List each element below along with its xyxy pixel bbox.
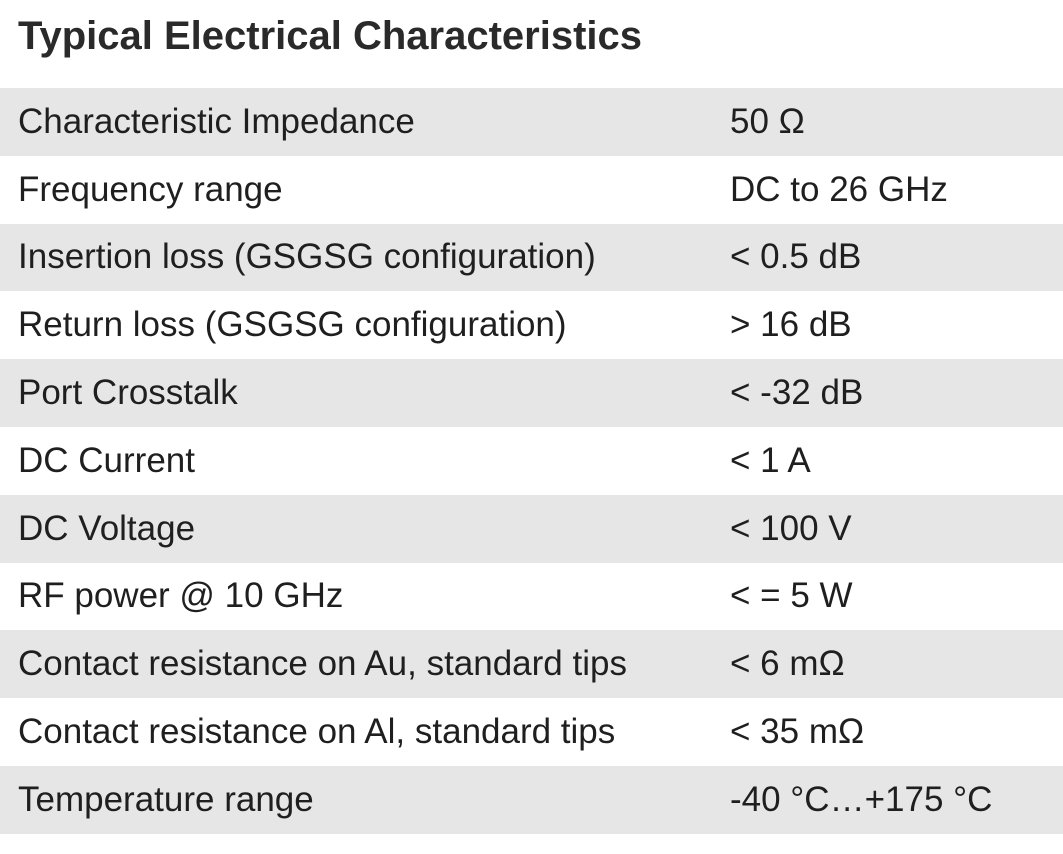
table-row: Contact resistance on Al, standard tips … (0, 698, 1063, 766)
row-value: < 6 mΩ (730, 644, 845, 684)
table-row: Insertion loss (GSGSG configuration) < 0… (0, 223, 1063, 292)
row-label: Characteristic Impedance (18, 101, 415, 141)
table-row: Temperature range -40 °C…+175 °C (0, 765, 1063, 834)
row-label: Return loss (GSGSG configuration) (18, 305, 567, 345)
table-row: Port Crosstalk < -32 dB (0, 359, 1063, 427)
table-row: DC Current < 1 A (0, 426, 1063, 495)
row-label: RF power @ 10 GHz (18, 576, 344, 616)
row-value: < 1 A (730, 440, 811, 480)
table-row: RF power @ 10 GHz < = 5 W (0, 562, 1063, 631)
row-label: DC Current (18, 440, 195, 480)
row-label: DC Voltage (18, 508, 196, 548)
table-row: Return loss (GSGSG configuration) > 16 d… (0, 291, 1063, 360)
row-value: < 100 V (730, 508, 852, 548)
spec-table: Characteristic Impedance 50 Ω Frequency … (0, 88, 1063, 834)
row-label: Temperature range (18, 779, 314, 819)
row-value: 50 Ω (730, 101, 805, 141)
row-value: DC to 26 GHz (730, 169, 948, 209)
row-value: < 35 mΩ (730, 712, 865, 752)
row-value: -40 °C…+175 °C (730, 779, 993, 819)
table-row: Characteristic Impedance 50 Ω (0, 88, 1063, 156)
page-title: Typical Electrical Characteristics (18, 14, 643, 58)
row-label: Contact resistance on Al, standard tips (18, 712, 616, 752)
table-row: DC Voltage < 100 V (0, 494, 1063, 563)
row-value: > 16 dB (730, 305, 852, 345)
table-row: Frequency range DC to 26 GHz (0, 155, 1063, 224)
row-label: Frequency range (18, 169, 283, 209)
row-label: Contact resistance on Au, standard tips (18, 644, 627, 684)
row-label: Insertion loss (GSGSG configuration) (18, 237, 596, 277)
row-value: < = 5 W (730, 576, 853, 616)
row-value: < 0.5 dB (730, 237, 862, 277)
row-value: < -32 dB (730, 373, 864, 413)
row-label: Port Crosstalk (18, 373, 238, 413)
table-row: Contact resistance on Au, standard tips … (0, 630, 1063, 699)
